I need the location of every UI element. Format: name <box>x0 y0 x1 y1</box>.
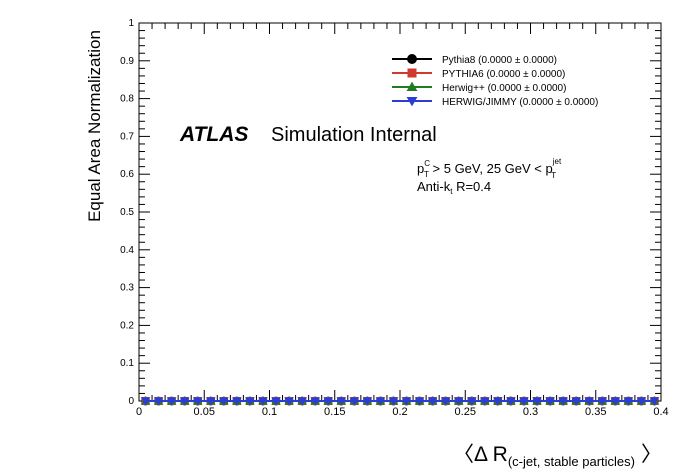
x-tick-label: 0.3 <box>523 406 538 418</box>
atlas-label: ATLAS <box>179 123 248 146</box>
plot-border <box>138 22 662 402</box>
data-point <box>480 397 490 406</box>
y-axis: 0 0.1 0.2 0.3 0.4 0.5 0.6 0.7 0.8 0.9 1 <box>120 18 661 407</box>
y-tick-label: 0.6 <box>120 169 134 180</box>
x-tick-label: 0.2 <box>392 406 407 418</box>
x-axis: 0 0.05 0.1 0.15 0.2 0.25 0.3 0.35 0.4 <box>136 23 669 418</box>
y-tick-label: 0.9 <box>120 56 134 67</box>
legend-label: PYTHIA6 (0.0000 ± 0.0000) <box>442 69 565 80</box>
y-tick-label: 0.7 <box>120 131 134 142</box>
data-point <box>153 397 164 406</box>
plot-frame <box>138 22 662 402</box>
data-point <box>219 397 229 406</box>
data-point <box>284 397 294 406</box>
x-axis-label-main: 〈Δ R <box>453 443 508 466</box>
data-point <box>440 397 451 406</box>
data-point <box>388 397 399 406</box>
data-point <box>466 397 477 406</box>
y-tick-label: 0.8 <box>120 94 134 105</box>
y-tick-label: 0.3 <box>120 283 134 294</box>
data-point <box>323 397 334 406</box>
data-point <box>192 397 203 406</box>
x-tick-label: 0 <box>136 406 142 418</box>
data-point <box>584 397 595 406</box>
y-tick-label: 0.4 <box>120 245 134 256</box>
data-point <box>232 397 242 406</box>
legend-marker <box>406 81 418 92</box>
algorithm-annotation: Anti-kt R=0.4 <box>417 179 491 196</box>
x-tick-label: 0.4 <box>653 406 668 418</box>
data-point <box>271 397 281 406</box>
data-point <box>401 397 412 406</box>
data-point <box>297 397 307 406</box>
y-tick-label: 0.1 <box>120 358 134 369</box>
legend-label: HERWIG/JIMMY (0.0000 ± 0.0000) <box>442 97 598 108</box>
x-tick-label: 0.15 <box>324 406 345 418</box>
x-axis-label-sub: (c-jet, stable particles) <box>508 454 635 469</box>
data-point <box>493 397 503 406</box>
x-tick-label: 0.25 <box>455 406 476 418</box>
legend-label: Pythia8 (0.0000 ± 0.0000) <box>442 55 557 66</box>
atlas-status: Simulation Internal <box>271 124 437 146</box>
data-point <box>140 397 151 406</box>
data-point <box>310 397 320 406</box>
data-point <box>649 397 660 406</box>
data-point <box>571 397 581 406</box>
data-point <box>258 397 268 406</box>
y-tick-label: 0.2 <box>120 320 134 331</box>
x-tick-label: 0.05 <box>194 406 215 418</box>
data-point <box>519 397 529 406</box>
data-point <box>453 397 464 406</box>
legend-marker <box>406 96 418 107</box>
data-point <box>245 397 255 406</box>
data-point <box>179 397 190 406</box>
data-point <box>205 397 216 406</box>
data-point <box>558 397 568 406</box>
x-axis-label: 〈Δ R(c-jet, stable particles) 〉 <box>453 443 662 469</box>
data-point <box>375 397 386 406</box>
y-tick-label: 1 <box>128 18 134 29</box>
data-point <box>427 397 438 406</box>
data-point <box>166 397 177 406</box>
cut-annotation: pC T > 5 GeV, 25 GeV < pjet T <box>417 157 562 180</box>
data-point <box>636 397 647 406</box>
x-tick-label: 0.1 <box>262 406 277 418</box>
data-point <box>336 397 347 406</box>
data-point <box>414 397 425 406</box>
data-point <box>623 397 634 406</box>
x-axis-label-close: 〉 <box>641 443 662 466</box>
legend-marker <box>407 68 417 78</box>
y-tick-label: 0.5 <box>120 207 134 218</box>
data-point <box>362 397 373 406</box>
data-point <box>545 397 555 406</box>
x-tick-label: 0.35 <box>585 406 606 418</box>
data-point <box>506 397 516 406</box>
data-point <box>597 397 608 406</box>
legend-label: Herwig++ (0.0000 ± 0.0000) <box>442 83 566 94</box>
legend: Pythia8 (0.0000 ± 0.0000) PYTHIA6 (0.0000… <box>392 54 598 108</box>
y-axis-label: Equal Area Normalization <box>85 30 104 222</box>
series <box>140 396 660 406</box>
series-3 <box>140 397 660 406</box>
data-point <box>349 397 360 406</box>
legend-marker <box>407 54 417 64</box>
data-point <box>532 397 542 406</box>
y-tick-label: 0 <box>128 396 134 407</box>
data-point <box>610 397 621 406</box>
